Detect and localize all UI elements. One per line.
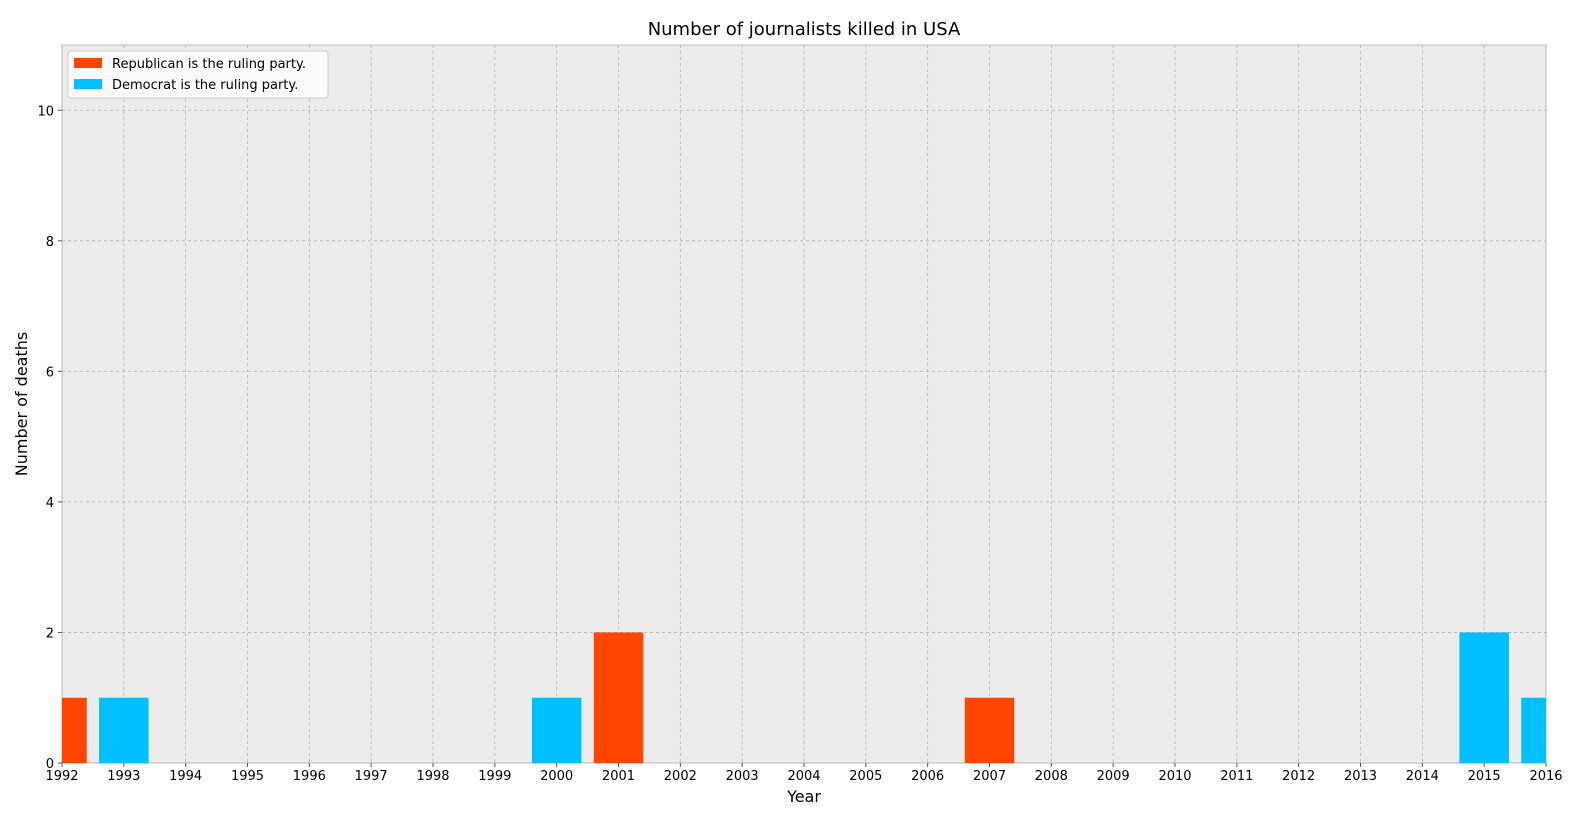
bar-2000	[531, 697, 582, 763]
x-tick-label: 2005	[849, 769, 882, 784]
legend: Republican is the ruling party. Democrat…	[67, 50, 329, 99]
x-tick-label: 1999	[478, 769, 511, 784]
bar-2015	[1459, 632, 1509, 763]
plot-area	[61, 44, 1547, 764]
bar-2001	[593, 632, 644, 763]
legend-swatch-democrat	[74, 79, 102, 89]
x-tick-label: 2014	[1406, 769, 1439, 784]
y-tick-label: 10	[37, 104, 54, 119]
y-tick-label: 6	[46, 365, 54, 380]
x-tick-label: 2015	[1468, 769, 1501, 784]
x-tick-label: 1994	[169, 769, 202, 784]
chart-title: Number of journalists killed in USA	[648, 19, 961, 40]
x-tick-label: 2004	[787, 769, 820, 784]
y-axis-ticks: 0 2 4 6 8 10	[37, 104, 62, 772]
x-tick-label: 2000	[540, 769, 573, 784]
x-tick-label: 1995	[231, 769, 264, 784]
x-tick-label: 2010	[1158, 769, 1191, 784]
x-tick-label: 1992	[45, 769, 78, 784]
legend-swatch-republican	[74, 58, 102, 68]
x-tick-label: 1998	[416, 769, 449, 784]
x-tick-label: 2003	[726, 769, 759, 784]
bar-2016	[1521, 697, 1546, 763]
bar-1993	[99, 697, 149, 763]
bar-2007	[964, 697, 1015, 763]
x-tick-label: 2013	[1344, 769, 1377, 784]
bar-1992	[62, 697, 87, 763]
legend-label-republican: Republican is the ruling party.	[112, 57, 306, 72]
x-tick-label: 2012	[1282, 769, 1315, 784]
x-tick-label: 2001	[602, 769, 635, 784]
legend-label-democrat: Democrat is the ruling party.	[112, 78, 298, 93]
x-axis-ticks: 1992 1993 1994 1995 1996 1997 1998 1999 2000 2001…	[45, 763, 1563, 784]
y-tick-label: 8	[46, 235, 54, 250]
x-tick-label: 2016	[1529, 769, 1562, 784]
x-tick-label: 1996	[293, 769, 326, 784]
x-axis-label: Year	[786, 787, 821, 806]
x-tick-label: 2006	[911, 769, 944, 784]
bars	[62, 632, 1546, 763]
x-tick-label: 2002	[664, 769, 697, 784]
x-tick-label: 2008	[1035, 769, 1068, 784]
y-tick-label: 2	[46, 626, 54, 641]
legend-box	[67, 50, 329, 99]
y-tick-label: 0	[46, 757, 54, 772]
y-axis-label: Number of deaths	[12, 332, 31, 476]
y-tick-label: 4	[46, 496, 54, 511]
x-tick-label: 1997	[355, 769, 388, 784]
x-tick-label: 2011	[1220, 769, 1253, 784]
x-tick-label: 2007	[973, 769, 1006, 784]
x-tick-label: 1993	[107, 769, 140, 784]
x-tick-label: 2009	[1097, 769, 1130, 784]
